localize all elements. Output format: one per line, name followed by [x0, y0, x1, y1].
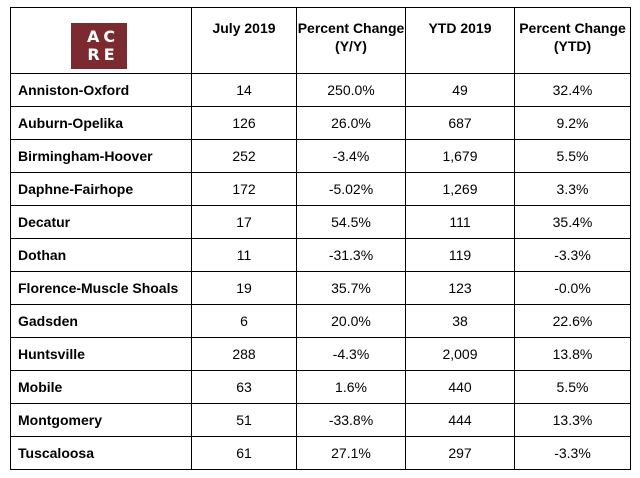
table-row: Dothan 11 -31.3% 119 -3.3% [10, 238, 631, 272]
percent-change-ytd-value: 32.4% [514, 73, 631, 107]
ytd-2019-value: 111 [405, 205, 515, 239]
july-2019-value: 51 [191, 403, 297, 437]
logo-cell: AC RE [10, 7, 192, 74]
percent-change-ytd-value: -3.3% [514, 436, 631, 470]
percent-change-ytd-value: 3.3% [514, 172, 631, 206]
percent-change-ytd-value: 5.5% [514, 139, 631, 173]
percent-change-yy-value: -33.8% [296, 403, 406, 437]
table-row: Huntsville 288 -4.3% 2,009 13.8% [10, 337, 631, 371]
percent-change-yy-value: -5.02% [296, 172, 406, 206]
ytd-2019-value: 444 [405, 403, 515, 437]
ytd-2019-value: 38 [405, 304, 515, 338]
july-2019-value: 11 [191, 238, 297, 272]
percent-change-yy-value: -31.3% [296, 238, 406, 272]
header-july-2019: July 2019 [191, 7, 297, 74]
ytd-2019-value: 49 [405, 73, 515, 107]
percent-change-yy-value: 35.7% [296, 271, 406, 305]
july-2019-value: 19 [191, 271, 297, 305]
table-row: Daphne-Fairhope 172 -5.02% 1,269 3.3% [10, 172, 631, 206]
percent-change-yy-value: 54.5% [296, 205, 406, 239]
table-row: Auburn-Opelika 126 26.0% 687 9.2% [10, 106, 631, 140]
percent-change-yy-value: 250.0% [296, 73, 406, 107]
city-name: Anniston-Oxford [10, 73, 192, 107]
table-row: Anniston-Oxford 14 250.0% 49 32.4% [10, 73, 631, 107]
ytd-2019-value: 1,269 [405, 172, 515, 206]
table-row: Birmingham-Hoover 252 -3.4% 1,679 5.5% [10, 139, 631, 173]
ytd-2019-value: 687 [405, 106, 515, 140]
header-percent-change-ytd: Percent Change (YTD) [514, 7, 631, 74]
percent-change-ytd-value: 5.5% [514, 370, 631, 404]
table-row: Mobile 63 1.6% 440 5.5% [10, 370, 631, 404]
city-name: Birmingham-Hoover [10, 139, 192, 173]
percent-change-ytd-value: 13.3% [514, 403, 631, 437]
percent-change-yy-value: 1.6% [296, 370, 406, 404]
ytd-2019-value: 2,009 [405, 337, 515, 371]
july-2019-value: 63 [191, 370, 297, 404]
sales-table: AC RE July 2019 Percent Change (Y/Y) YTD… [10, 7, 631, 470]
header-percent-change-yy: Percent Change (Y/Y) [296, 7, 406, 74]
table-row: Montgomery 51 -33.8% 444 13.3% [10, 403, 631, 437]
percent-change-yy-value: -3.4% [296, 139, 406, 173]
table-row: Gadsden 6 20.0% 38 22.6% [10, 304, 631, 338]
city-name: Tuscaloosa [10, 436, 192, 470]
percent-change-ytd-value: 22.6% [514, 304, 631, 338]
july-2019-value: 17 [191, 205, 297, 239]
percent-change-ytd-value: -0.0% [514, 271, 631, 305]
ytd-2019-value: 123 [405, 271, 515, 305]
percent-change-ytd-value: 35.4% [514, 205, 631, 239]
ytd-2019-value: 119 [405, 238, 515, 272]
ytd-2019-value: 1,679 [405, 139, 515, 173]
city-name: Mobile [10, 370, 192, 404]
july-2019-value: 14 [191, 73, 297, 107]
city-name: Daphne-Fairhope [10, 172, 192, 206]
percent-change-yy-value: 27.1% [296, 436, 406, 470]
july-2019-value: 6 [191, 304, 297, 338]
city-name: Decatur [10, 205, 192, 239]
july-2019-value: 288 [191, 337, 297, 371]
percent-change-yy-value: 26.0% [296, 106, 406, 140]
city-name: Florence-Muscle Shoals [10, 271, 192, 305]
july-2019-value: 61 [191, 436, 297, 470]
city-name: Huntsville [10, 337, 192, 371]
july-2019-value: 252 [191, 139, 297, 173]
percent-change-yy-value: -4.3% [296, 337, 406, 371]
percent-change-yy-value: 20.0% [296, 304, 406, 338]
city-name: Montgomery [10, 403, 192, 437]
ytd-2019-value: 297 [405, 436, 515, 470]
percent-change-ytd-value: 9.2% [514, 106, 631, 140]
acre-logo: AC RE [71, 23, 127, 69]
table-row: Decatur 17 54.5% 111 35.4% [10, 205, 631, 239]
city-name: Auburn-Opelika [10, 106, 192, 140]
ytd-2019-value: 440 [405, 370, 515, 404]
percent-change-ytd-value: 13.8% [514, 337, 631, 371]
city-name: Gadsden [10, 304, 192, 338]
header-ytd-2019: YTD 2019 [405, 7, 515, 74]
table-row: Florence-Muscle Shoals 19 35.7% 123 -0.0% [10, 271, 631, 305]
july-2019-value: 172 [191, 172, 297, 206]
city-name: Dothan [10, 238, 192, 272]
july-2019-value: 126 [191, 106, 297, 140]
table-row: Tuscaloosa 61 27.1% 297 -3.3% [10, 436, 631, 470]
percent-change-ytd-value: -3.3% [514, 238, 631, 272]
